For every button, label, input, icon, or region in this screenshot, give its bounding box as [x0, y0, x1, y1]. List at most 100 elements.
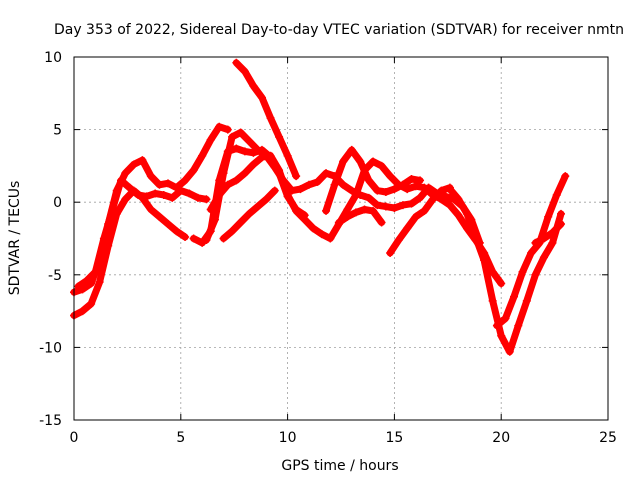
- data-point: [168, 193, 177, 202]
- data-point: [236, 218, 245, 227]
- data-point: [181, 233, 190, 242]
- data-point: [369, 206, 378, 215]
- chart-title: Day 353 of 2022, Sidereal Day-to-day VTE…: [54, 22, 624, 38]
- data-point: [210, 215, 219, 224]
- data-point: [232, 58, 241, 67]
- data-point: [364, 193, 373, 202]
- data-point: [99, 234, 108, 243]
- data-point: [518, 267, 527, 276]
- data-point: [232, 144, 241, 153]
- data-point: [497, 279, 506, 288]
- data-point: [257, 153, 266, 162]
- data-point: [428, 195, 437, 204]
- data-point: [527, 249, 536, 258]
- data-point: [531, 238, 540, 247]
- data-point: [390, 204, 399, 213]
- data-point: [522, 296, 531, 305]
- data-point: [364, 176, 373, 185]
- data-point: [403, 224, 412, 233]
- data-point: [215, 190, 224, 199]
- data-point: [407, 199, 416, 208]
- series-trace-2: [70, 186, 190, 320]
- y-tick-label: -5: [48, 268, 62, 284]
- series-line: [70, 187, 189, 319]
- data-point: [232, 176, 241, 185]
- data-point: [514, 321, 523, 330]
- data-point: [313, 177, 322, 186]
- series-line: [74, 176, 210, 290]
- data-point: [343, 212, 352, 221]
- data-point: [322, 206, 331, 215]
- data-point: [403, 185, 412, 194]
- data-point: [155, 180, 164, 189]
- data-point: [339, 180, 348, 189]
- data-point: [445, 201, 454, 210]
- data-point: [539, 253, 548, 262]
- series-trace-13: [492, 172, 570, 330]
- data-point: [240, 67, 249, 76]
- data-point: [266, 151, 275, 160]
- data-point: [386, 249, 395, 258]
- data-point: [386, 172, 395, 181]
- data-point: [394, 235, 403, 244]
- data-point: [561, 172, 570, 181]
- data-point: [249, 160, 258, 169]
- data-point: [266, 113, 275, 122]
- data-point: [377, 161, 386, 170]
- data-point: [163, 179, 172, 188]
- data-point: [445, 185, 454, 194]
- data-point: [420, 206, 429, 215]
- data-point: [219, 169, 228, 178]
- data-point: [322, 169, 331, 178]
- data-point: [146, 172, 155, 181]
- data-point: [411, 182, 420, 191]
- data-point: [351, 208, 360, 217]
- y-tick-label: -10: [39, 340, 62, 356]
- data-point: [505, 347, 514, 356]
- data-point: [501, 314, 510, 323]
- data-point: [343, 205, 352, 214]
- data-point: [125, 183, 134, 192]
- data-point: [398, 180, 407, 189]
- series-line: [386, 184, 454, 257]
- data-point: [492, 321, 501, 330]
- data-point: [373, 186, 382, 195]
- data-point: [249, 82, 258, 91]
- data-point: [471, 233, 480, 242]
- data-point: [407, 174, 416, 183]
- data-point: [454, 195, 463, 204]
- data-point: [416, 176, 425, 185]
- data-point: [121, 169, 130, 178]
- data-point: [309, 224, 318, 233]
- data-point: [463, 209, 472, 218]
- data-point: [334, 218, 343, 227]
- data-point: [240, 147, 249, 156]
- data-point: [373, 201, 382, 210]
- data-point: [296, 185, 305, 194]
- data-point: [557, 219, 566, 228]
- data-point: [497, 331, 506, 340]
- x-tick-label: 5: [176, 430, 185, 446]
- data-point: [539, 234, 548, 243]
- data-point: [557, 209, 566, 218]
- data-point: [275, 132, 284, 141]
- x-tick-label: 25: [599, 430, 617, 446]
- series-trace-7: [206, 151, 506, 288]
- data-point: [437, 195, 446, 204]
- data-point: [223, 180, 232, 189]
- data-point: [411, 212, 420, 221]
- data-point: [544, 212, 553, 221]
- plot-frame: [73, 56, 609, 421]
- series-trace-8: [219, 186, 279, 243]
- data-point: [189, 166, 198, 175]
- data-point: [347, 145, 356, 154]
- y-tick-label: 10: [44, 50, 62, 66]
- data-point: [510, 292, 519, 301]
- data-point: [151, 189, 160, 198]
- data-point: [159, 190, 168, 199]
- data-point: [215, 122, 224, 131]
- data-point: [185, 189, 194, 198]
- data-point: [270, 186, 279, 195]
- data-point: [142, 192, 151, 201]
